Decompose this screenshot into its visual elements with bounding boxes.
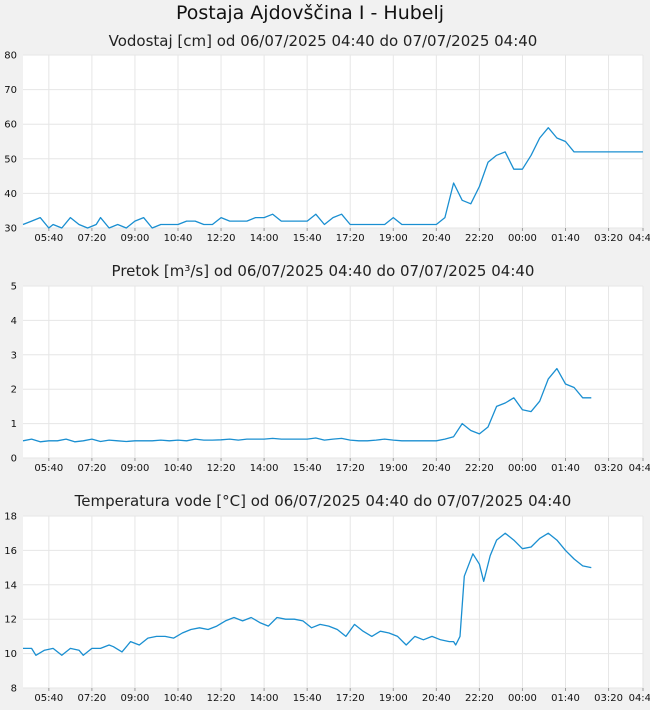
chart-1-xtick-label: 01:40 [551,233,580,244]
chart-3-xtick-label: 04:40 [629,693,650,704]
chart-1-xtick-label: 17:20 [336,233,365,244]
chart-3-xtick-label: 15:40 [293,693,322,704]
chart-1-ytick-label: 50 [4,154,17,165]
chart-2-ytick-label: 0 [11,454,17,465]
chart-2-ytick-label: 4 [11,316,17,327]
chart-2-xtick-label: 12:20 [207,463,236,474]
chart-1-title: Vodostaj [cm] od 06/07/2025 04:40 do 07/… [109,32,538,50]
chart-2-title: Pretok [m³/s] od 06/07/2025 04:40 do 07/… [112,262,535,280]
chart-3-title: Temperatura vode [°C] od 06/07/2025 04:4… [74,492,572,510]
chart-2-ytick-label: 3 [11,350,17,361]
chart-2-xtick-label: 09:00 [121,463,150,474]
chart-2-xtick-label: 20:40 [422,463,451,474]
chart-3-ytick-label: 18 [4,512,17,523]
chart-2-xtick-label: 04:40 [629,463,650,474]
chart-2-ytick-label: 1 [11,419,17,430]
chart-3-xtick-label: 07:20 [77,693,106,704]
chart-2-xtick-label: 00:00 [508,463,537,474]
chart-2-xtick-label: 07:20 [77,463,106,474]
chart-1-xtick-label: 15:40 [293,233,322,244]
chart-2-xtick-label: 05:40 [34,463,63,474]
chart-1-series-line [22,127,643,229]
chart-2-xtick-label: 10:40 [164,463,193,474]
chart-3-ytick-label: 8 [11,684,17,695]
chart-2-xtick-label: 01:40 [551,463,580,474]
chart-1-xtick-label: 04:40 [629,233,650,244]
chart-2-plot-area [23,286,643,458]
chart-1-xtick-label: 22:20 [465,233,494,244]
chart-3-xtick-label: 03:20 [594,693,623,704]
chart-3-xtick-label: 05:40 [34,693,63,704]
chart-3-ytick-label: 10 [4,649,17,660]
chart-2-xtick-label: 03:20 [594,463,623,474]
chart-1-xtick-label: 20:40 [422,233,451,244]
chart-1-ytick-label: 60 [4,120,17,131]
chart-3-series-line [23,532,592,656]
page-title: Postaja Ajdovščina I - Hubelj [175,2,445,24]
chart-1-xtick-label: 07:20 [77,233,106,244]
chart-1-ytick-label: 80 [4,51,17,62]
chart-3-ytick-label: 12 [4,615,17,626]
chart-3-xtick-label: 20:40 [422,693,451,704]
chart-1-xtick-label: 19:00 [379,233,408,244]
chart-3-plot-area [23,516,643,688]
chart-1-ytick-label: 40 [4,189,17,200]
chart-2-xtick-label: 22:20 [465,463,494,474]
chart-3-xtick-label: 12:20 [207,693,236,704]
chart-3-xtick-label: 14:00 [250,693,279,704]
chart-3-xtick-label: 09:00 [121,693,150,704]
chart-2-ytick-label: 5 [11,282,17,293]
chart-3-ytick-label: 16 [4,546,17,557]
chart-3-xtick-label: 19:00 [379,693,408,704]
chart-2-xtick-label: 15:40 [293,463,322,474]
chart-1-plot-area [23,55,643,228]
chart-1-xtick-label: 12:20 [207,233,236,244]
chart-1-xtick-label: 00:00 [508,233,537,244]
chart-1-xtick-label: 05:40 [34,233,63,244]
chart-3-xtick-label: 00:00 [508,693,537,704]
chart-2-series-line [22,367,592,443]
chart-1-ytick-label: 30 [4,224,17,235]
chart-1-xtick-label: 14:00 [250,233,279,244]
chart-3-xtick-label: 10:40 [164,693,193,704]
chart-1-xtick-label: 10:40 [164,233,193,244]
chart-1-ytick-label: 70 [4,85,17,96]
chart-2-xtick-label: 14:00 [250,463,279,474]
chart-2-ytick-label: 2 [11,385,17,396]
chart-3-xtick-label: 17:20 [336,693,365,704]
chart-3-xtick-label: 01:40 [551,693,580,704]
chart-1-xtick-label: 03:20 [594,233,623,244]
chart-3-ytick-label: 14 [4,580,17,591]
chart-2-xtick-label: 19:00 [379,463,408,474]
chart-2-xtick-label: 17:20 [336,463,365,474]
chart-1-xtick-label: 09:00 [121,233,150,244]
chart-3-xtick-label: 22:20 [465,693,494,704]
